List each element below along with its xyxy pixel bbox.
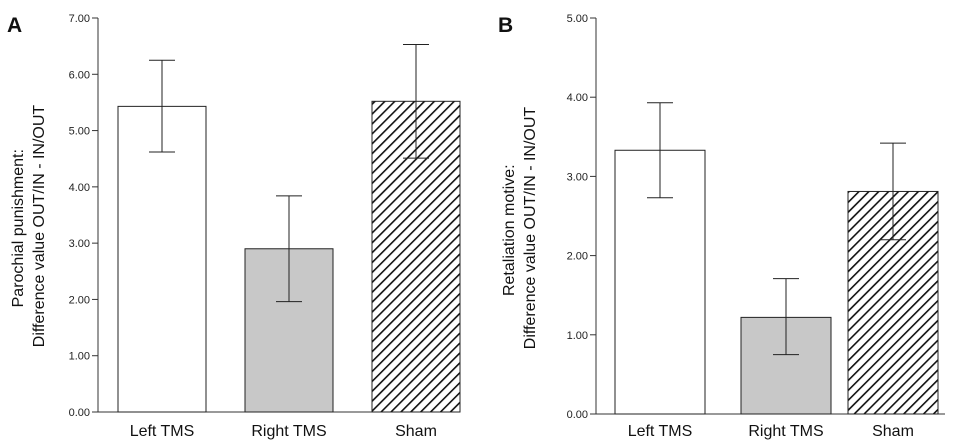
panel-a: A Parochial punishment: Difference value… (7, 13, 460, 440)
y-tick-label: 5.00 (69, 126, 90, 138)
y-tick-label: 1.00 (567, 330, 588, 342)
panel-a-xlabels: Left TMS Right TMS Sham (130, 423, 437, 440)
category-label: Right TMS (251, 423, 326, 440)
y-tick-label: 5.00 (567, 13, 588, 25)
y-tick-label: 1.00 (69, 351, 90, 363)
panel-b-ylabel-line1: Retaliation motive: (501, 164, 518, 296)
y-tick-label: 4.00 (69, 182, 90, 194)
y-tick-label: 3.00 (69, 238, 90, 250)
panel-b-bars (615, 150, 938, 414)
y-tick-label: 2.00 (567, 251, 588, 263)
panel-a-letter: A (7, 14, 22, 37)
y-tick-label: 7.00 (69, 13, 90, 25)
panel-a-ylabel-line1: Parochial punishment: (10, 149, 27, 307)
panel-b-ylabel: Retaliation motive: Difference value OUT… (501, 107, 539, 350)
panel-b: B Retaliation motive: Difference value O… (498, 13, 945, 440)
y-tick-label: 3.00 (567, 171, 588, 183)
y-tick-label: 0.00 (567, 409, 588, 421)
category-label: Sham (872, 423, 914, 440)
panel-a-ylabel-line2: Difference value OUT/IN - IN/OUT (31, 105, 48, 348)
panel-b-xlabels: Left TMS Right TMS Sham (628, 423, 914, 440)
y-tick-label: 6.00 (69, 69, 90, 81)
panel-b-ylabel-line2: Difference value OUT/IN - IN/OUT (522, 107, 539, 350)
y-tick-label: 4.00 (567, 92, 588, 104)
category-label: Left TMS (628, 423, 693, 440)
panel-b-letter: B (498, 14, 513, 37)
category-label: Left TMS (130, 423, 195, 440)
category-label: Sham (395, 423, 437, 440)
y-tick-label: 2.00 (69, 294, 90, 306)
panel-a-ylabel: Parochial punishment: Difference value O… (10, 105, 48, 348)
category-label: Right TMS (748, 423, 823, 440)
y-tick-label: 0.00 (69, 407, 90, 419)
